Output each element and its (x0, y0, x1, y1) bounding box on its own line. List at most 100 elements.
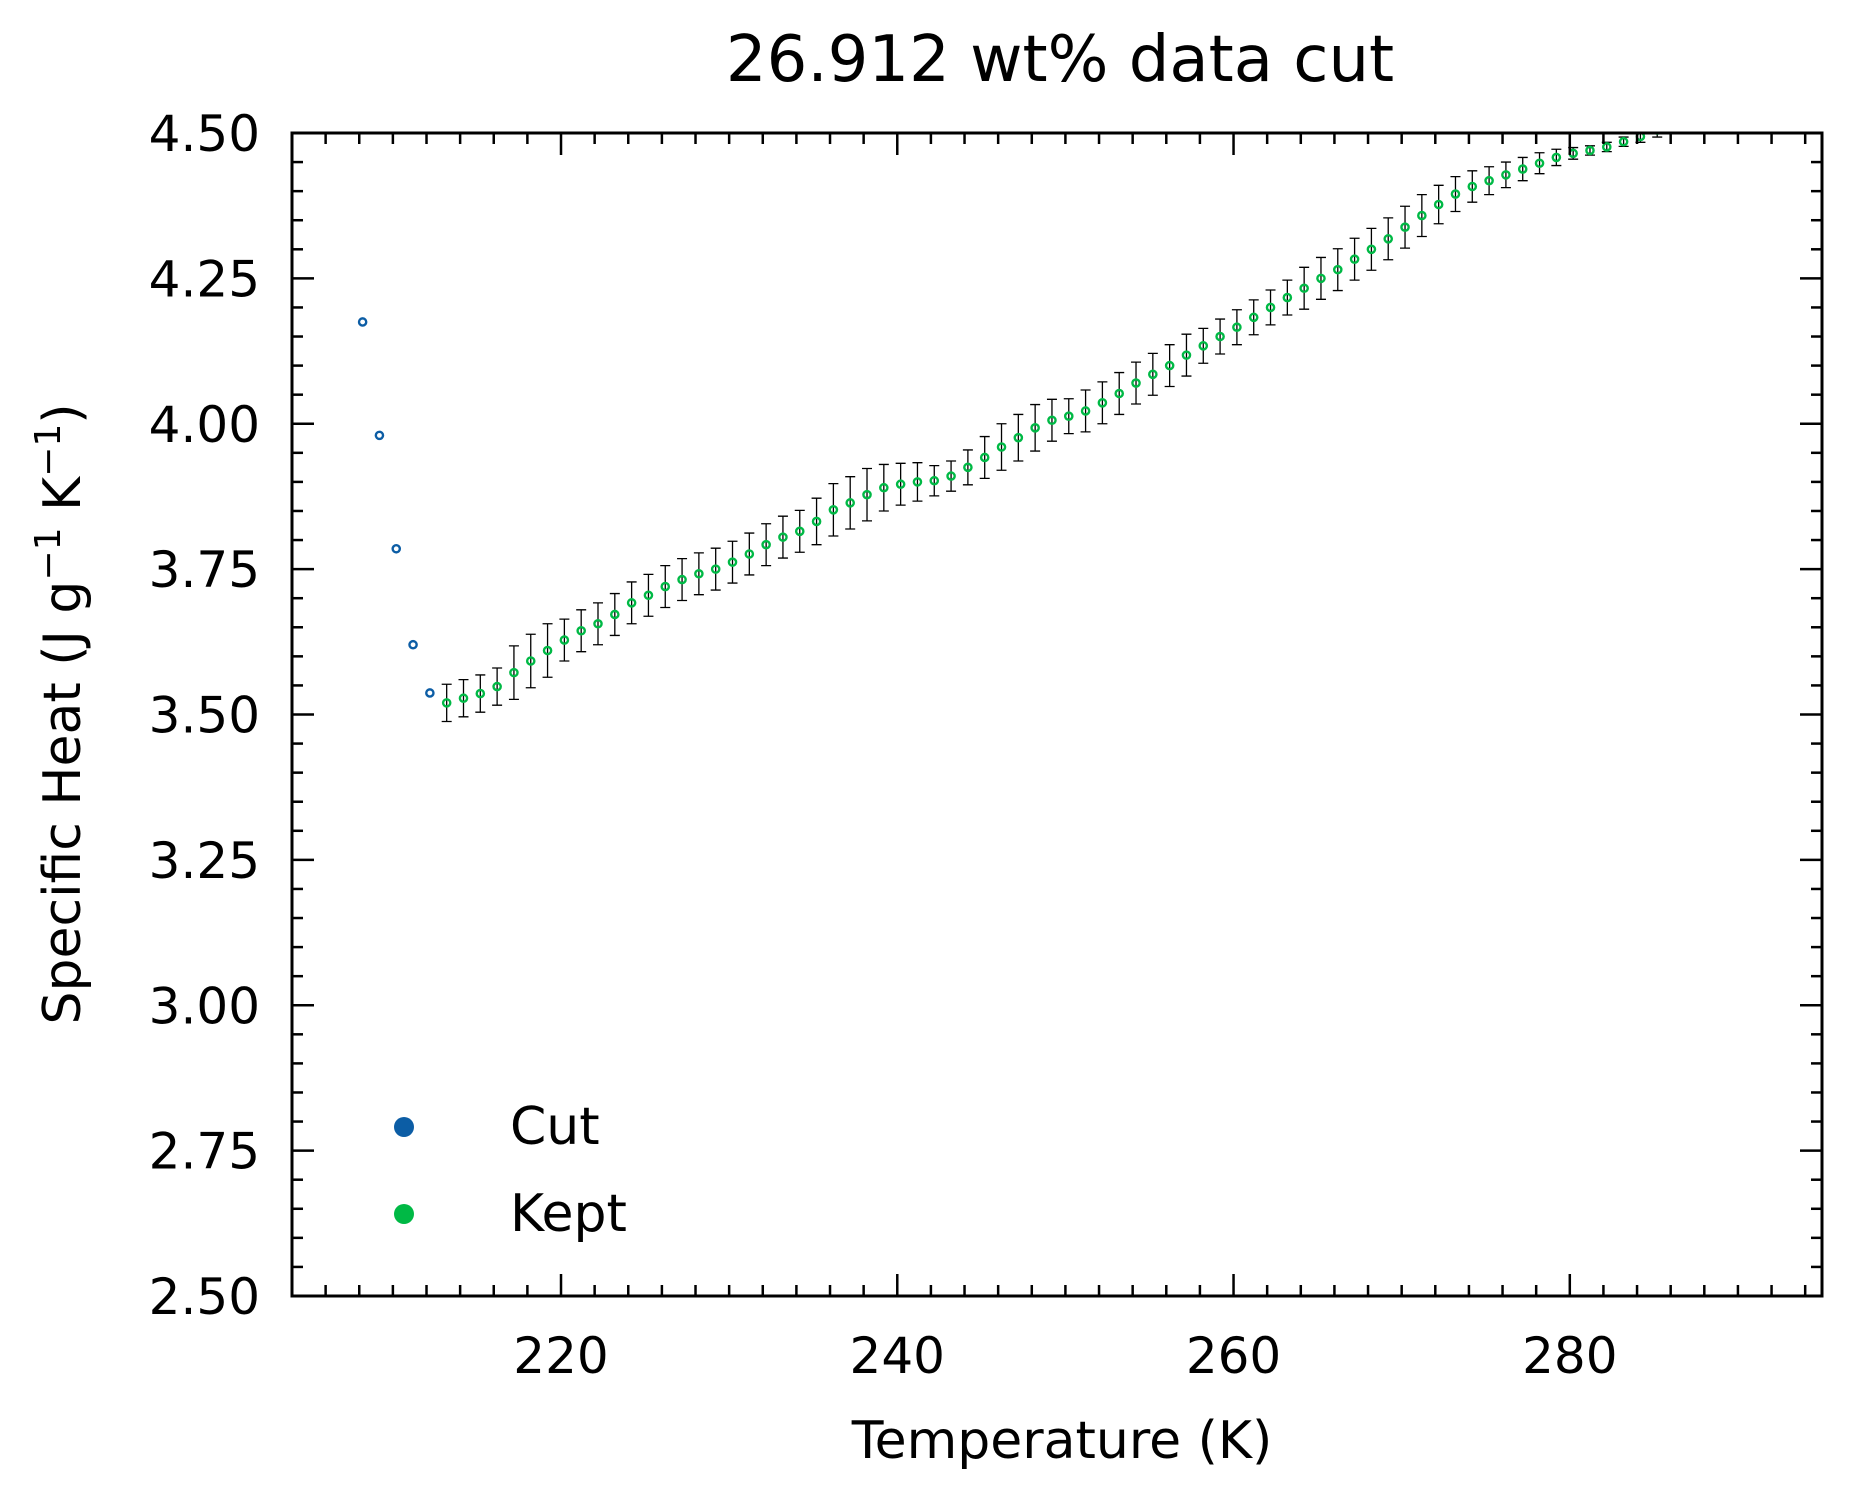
error-bar-kept-57 (1400, 205, 1411, 249)
x-tick-label-260: 260 (1186, 1327, 1281, 1385)
error-bar-kept-15 (693, 552, 704, 596)
error-bar-kept-40 (1114, 371, 1125, 416)
legend-label-kept: Kept (510, 1184, 627, 1244)
y-axis-label-superscript-2: −1 (28, 424, 69, 477)
point-kept-37 (1063, 411, 1074, 421)
point-kept-56 (1383, 234, 1394, 244)
legend-marker-kept (394, 1204, 414, 1224)
point-kept-65 (1534, 158, 1545, 169)
chart-title: 26.912 wt% data cut (726, 23, 1394, 97)
error-bar-kept-33 (996, 423, 1007, 471)
error-bar-kept-55 (1366, 227, 1377, 271)
error-bar-kept-37 (1063, 398, 1074, 435)
y-axis-label-part-2: K (33, 475, 93, 528)
error-bar-kept-12 (643, 573, 654, 617)
error-bar-kept-23 (828, 482, 839, 537)
point-kept-55 (1366, 244, 1377, 255)
point-kept-47 (1232, 322, 1242, 333)
error-bar-kept-30 (946, 460, 957, 492)
point-kept-32 (979, 452, 990, 463)
legend: Cut Kept (394, 1097, 627, 1244)
point-kept-15 (694, 568, 704, 579)
error-bar-kept-58 (1416, 193, 1427, 238)
error-bar-kept-32 (979, 435, 990, 480)
error-bar-kept-42 (1147, 352, 1158, 396)
point-kept-38 (1080, 406, 1091, 416)
error-bar-kept-36 (1046, 398, 1057, 442)
point-kept-12 (643, 590, 654, 601)
error-bar-kept-59 (1433, 184, 1444, 225)
point-kept-48 (1248, 312, 1259, 323)
error-bar-kept-60 (1450, 175, 1461, 213)
point-kept-33 (996, 442, 1007, 452)
point-kept-57 (1400, 222, 1410, 233)
point-kept-13 (660, 581, 671, 592)
x-tick-labels: 220 240 260 280 (513, 1327, 1617, 1385)
error-bar-kept-63 (1500, 161, 1511, 189)
point-kept-25 (862, 489, 872, 500)
point-kept-39 (1097, 398, 1108, 408)
error-bar-kept-4 (508, 645, 519, 701)
error-bar-kept-51 (1299, 266, 1310, 310)
error-bar-kept-47 (1231, 309, 1242, 346)
point-kept-11 (626, 598, 637, 608)
legend-label-cut: Cut (510, 1097, 600, 1157)
point-kept-17 (727, 557, 738, 567)
y-tick-label-2: 3.00 (149, 977, 260, 1035)
point-kept-66 (1551, 152, 1562, 163)
point-kept-46 (1215, 331, 1225, 342)
point-kept-27 (895, 479, 906, 490)
point-kept-51 (1299, 283, 1309, 294)
error-bar-kept-41 (1131, 361, 1142, 405)
error-bar-kept-24 (845, 476, 856, 530)
error-bar-kept-48 (1248, 299, 1259, 336)
point-cut-3 (408, 639, 418, 650)
point-kept-44 (1181, 350, 1192, 360)
error-bar-kept-7 (559, 618, 570, 662)
point-kept-63 (1501, 170, 1511, 180)
error-bar-kept-44 (1181, 333, 1192, 377)
point-cut-2 (391, 543, 402, 554)
error-bar-kept-54 (1349, 237, 1360, 281)
point-kept-4 (509, 667, 519, 678)
y-axis-label: Specific Heat (J g−1 K−1) (28, 403, 93, 1024)
point-kept-7 (559, 635, 570, 645)
error-bar-kept-28 (912, 462, 923, 502)
y-tick-labels: 2.50 2.75 3.00 3.25 3.50 3.75 4.00 4.25 4.50 (149, 105, 260, 1326)
error-bar-kept-19 (761, 523, 772, 567)
x-tick-label-240: 240 (850, 1327, 945, 1385)
point-kept-36 (1047, 415, 1057, 426)
error-bars (441, 133, 1663, 723)
error-bar-kept-8 (576, 609, 587, 653)
error-bar-kept-6 (542, 623, 553, 678)
point-kept-16 (710, 564, 721, 574)
point-kept-19 (761, 539, 771, 550)
point-kept-43 (1164, 360, 1175, 371)
error-bar-kept-21 (794, 509, 805, 553)
point-kept-45 (1198, 341, 1209, 351)
point-kept-8 (576, 625, 586, 636)
point-kept-59 (1433, 199, 1444, 210)
point-kept-69 (1601, 142, 1612, 152)
error-bar-kept-25 (862, 467, 873, 522)
point-kept-54 (1349, 254, 1360, 264)
error-bar-kept-39 (1097, 381, 1108, 425)
y-axis-label-part-1: Specific Heat (J g (33, 581, 93, 1025)
error-bar-kept-34 (1013, 413, 1024, 462)
error-bar-kept-27 (895, 462, 906, 506)
error-bar-kept-53 (1332, 248, 1343, 292)
y-tick-label-8: 4.50 (149, 105, 260, 163)
error-bar-kept-46 (1215, 318, 1226, 355)
axis-ticks (290, 131, 1822, 1298)
point-kept-22 (811, 516, 822, 527)
point-kept-62 (1484, 175, 1494, 186)
x-tick-label-220: 220 (513, 1327, 608, 1385)
y-tick-label-6: 4.00 (149, 396, 260, 454)
error-bar-kept-20 (777, 515, 788, 559)
error-bar-kept-26 (878, 463, 889, 512)
error-bar-kept-0 (441, 683, 452, 723)
error-bar-kept-17 (727, 540, 738, 584)
point-kept-68 (1585, 145, 1595, 156)
point-kept-50 (1282, 292, 1293, 303)
point-kept-23 (828, 505, 839, 515)
